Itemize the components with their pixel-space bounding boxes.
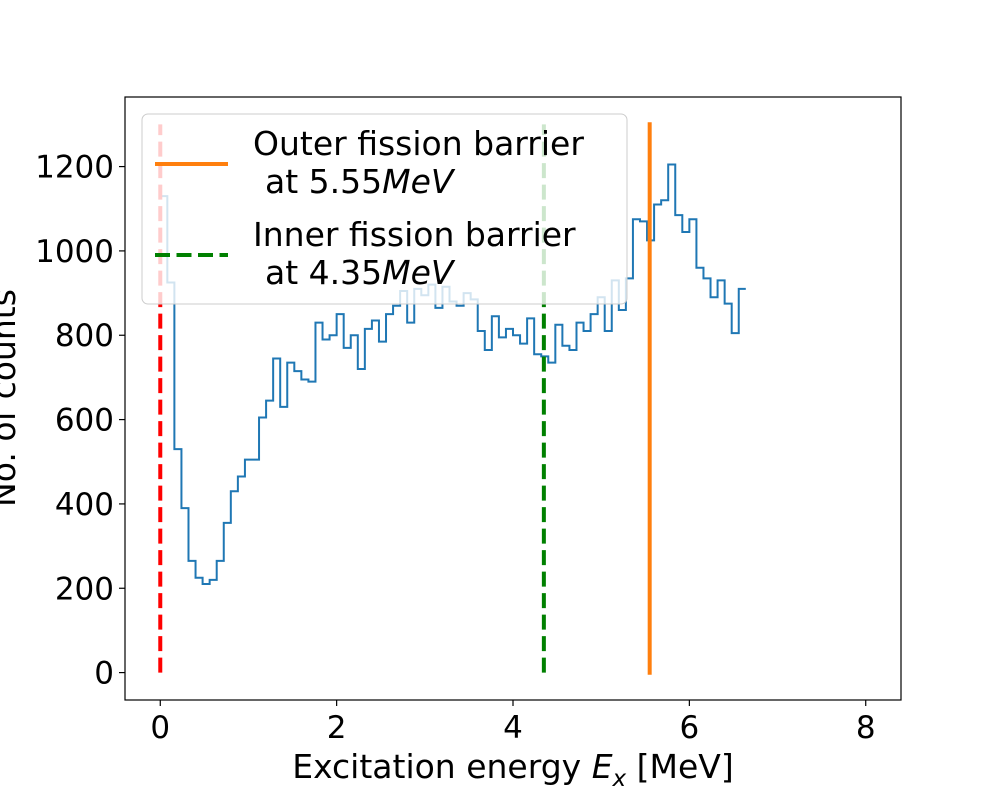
x-axis-label-main: Excitation energy [292, 747, 591, 786]
y-tick-label: 600 [55, 403, 114, 439]
y-tick-label: 1200 [35, 150, 114, 186]
legend-sublabel: at 4.35MeV [265, 253, 456, 292]
legend-unit: MeV [382, 162, 456, 201]
legend-value: at 4.35 [265, 253, 382, 292]
legend-label: Outer fission barrier [253, 124, 584, 163]
legend-label: Inner fission barrier [253, 215, 576, 254]
y-tick-label: 0 [94, 656, 114, 692]
x-tick-label: 4 [503, 710, 523, 746]
y-tick-label: 400 [55, 487, 114, 523]
y-axis-ticks: 0 200 400 600 800 1000 1200 [35, 150, 125, 692]
legend-sublabel: at 5.55MeV [265, 162, 456, 201]
y-tick-label: 800 [55, 318, 114, 354]
x-tick-label: 8 [856, 710, 876, 746]
x-tick-label: 6 [679, 710, 699, 746]
x-axis-label-var: E [592, 747, 613, 786]
y-tick-label: 200 [55, 571, 114, 607]
y-tick-label: 1000 [35, 234, 114, 270]
x-tick-label: 2 [327, 710, 347, 746]
x-axis-label-unit: [MeV] [626, 747, 734, 786]
x-axis-ticks: 0 2 4 6 8 [150, 700, 876, 746]
x-tick-label: 0 [150, 710, 170, 746]
y-axis-label: No. of counts [0, 289, 23, 507]
legend-box [141, 113, 628, 305]
legend-value: at 5.55 [265, 162, 382, 201]
x-axis-label: Excitation energy Ex [MeV] [292, 747, 734, 792]
x-axis-label-sub: x [612, 766, 627, 792]
legend-unit: MeV [382, 253, 456, 292]
